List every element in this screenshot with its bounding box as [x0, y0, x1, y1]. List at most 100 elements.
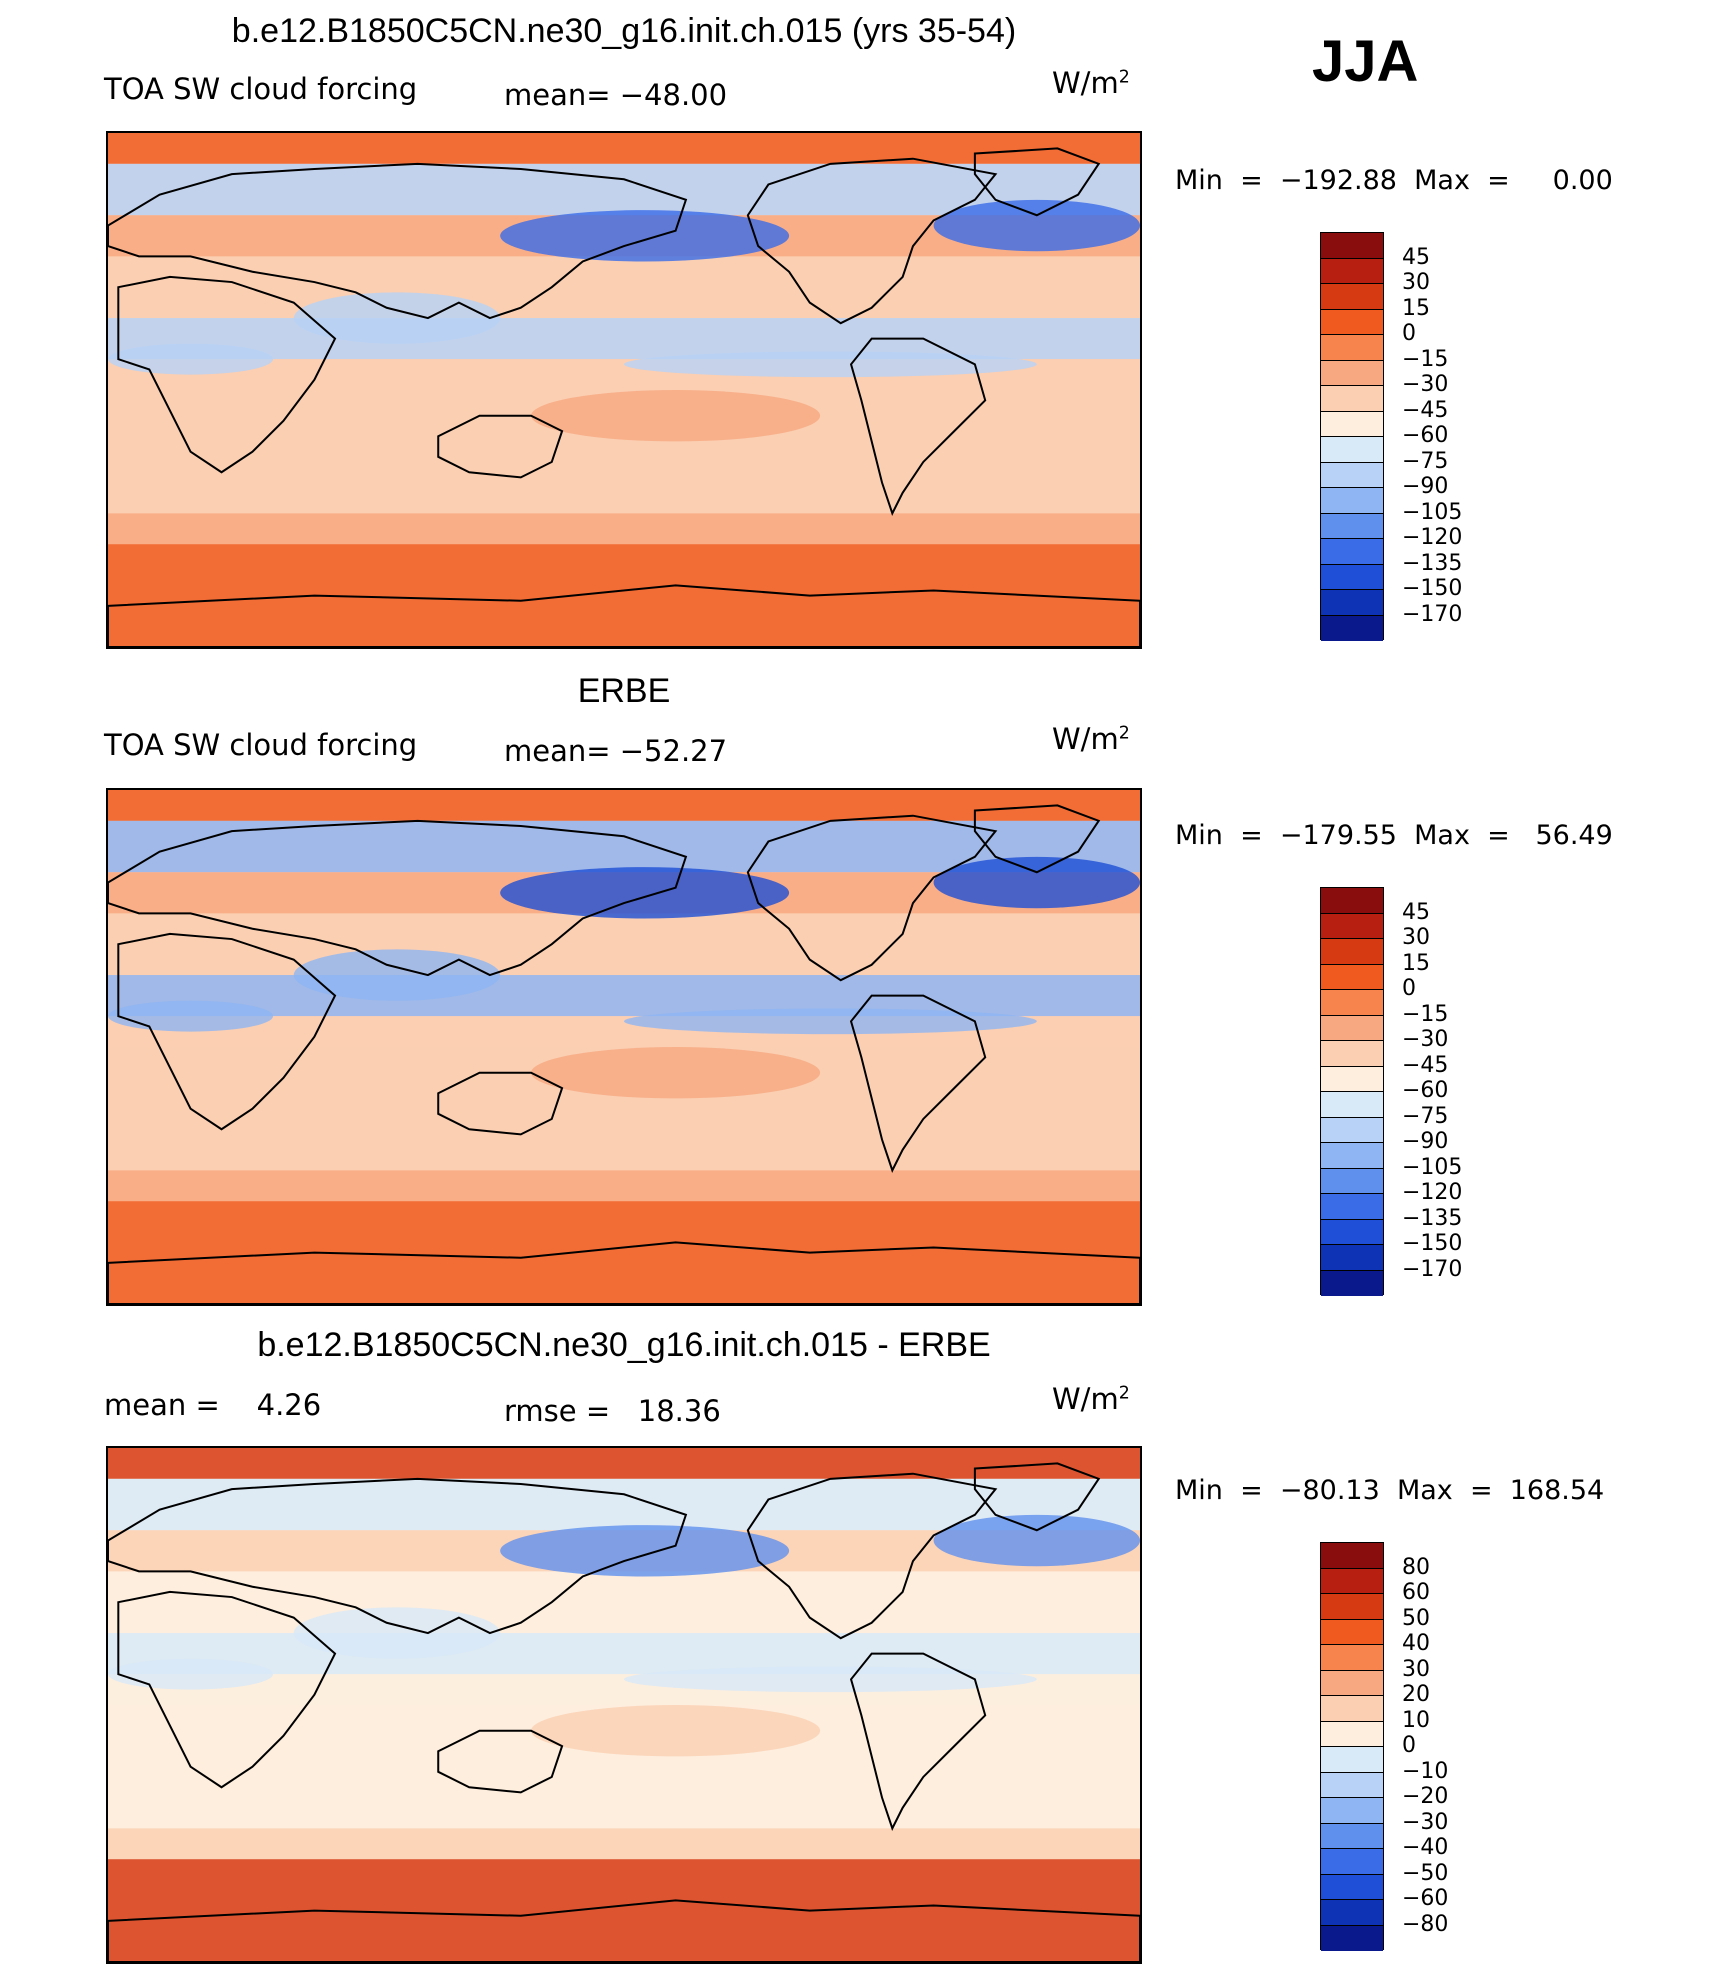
coastline-eurasia [108, 1479, 686, 1633]
colorbar [1320, 232, 1384, 641]
colorbar-swatch [1321, 360, 1383, 386]
colorbar-label: 45 [1402, 244, 1430, 270]
colorbar-label: −120 [1402, 525, 1463, 550]
colorbar-label: −45 [1402, 1052, 1449, 1078]
colorbar-swatch [1321, 1092, 1383, 1118]
colorbar-swatch [1321, 1747, 1383, 1773]
colorbar-swatch [1321, 1168, 1383, 1194]
colorbar-label: −170 [1402, 1256, 1463, 1282]
colorbar-label: −135 [1402, 550, 1463, 576]
coastline-eurasia [108, 821, 686, 975]
colorbar-label: −120 [1402, 1180, 1463, 1205]
colorbar-label: 30 [1402, 1656, 1430, 1682]
colorbar-swatch [1321, 1066, 1383, 1092]
colorbar-swatch [1321, 539, 1383, 565]
panel-center-label: rmse = 18.36 [504, 1394, 721, 1428]
units-superscript: 2 [1118, 67, 1130, 88]
units-text: W/m [1052, 722, 1119, 756]
units-superscript: 2 [1118, 1383, 1130, 1404]
colorbar-label: 15 [1402, 295, 1430, 321]
colorbar-swatch [1321, 1900, 1383, 1926]
contour-map [106, 788, 1142, 1306]
contour-map [106, 1446, 1142, 1964]
colorbar-label: −90 [1402, 1129, 1449, 1154]
map-canvas [108, 133, 1140, 647]
coastline-eurasia [108, 164, 686, 318]
colorbar-swatch [1321, 939, 1383, 965]
panel-title: b.e12.B1850C5CN.ne30_g16.init.ch.015 - E… [257, 1326, 991, 1364]
colorbar-swatch [1321, 513, 1383, 539]
colorbar-label: −30 [1402, 1027, 1449, 1052]
colorbar-label: −90 [1402, 474, 1449, 499]
colorbar-swatch [1321, 615, 1383, 641]
colorbar-label: −30 [1402, 1809, 1449, 1835]
colorbar-swatch [1321, 1645, 1383, 1671]
colorbar-label: 45 [1402, 899, 1430, 925]
colorbar-label: 80 [1402, 1554, 1430, 1580]
colorbar-label: −60 [1402, 1886, 1449, 1911]
panel-title: b.e12.B1850C5CN.ne30_g16.init.ch.015 (yr… [231, 12, 1017, 50]
contour-map [106, 131, 1142, 649]
panel-title: ERBE [577, 672, 671, 710]
coastline-namerica [748, 816, 996, 980]
colorbar-swatch [1321, 888, 1383, 914]
colorbar-label: 20 [1402, 1682, 1430, 1707]
coastline-australia [438, 1731, 562, 1793]
min-value: Min = −179.55 [1175, 820, 1397, 851]
colorbar-label: 30 [1402, 270, 1430, 295]
colorbar-label: −150 [1402, 1231, 1463, 1256]
colorbar-swatch [1321, 462, 1383, 488]
map-canvas [108, 1448, 1140, 1962]
colorbar-label: −60 [1402, 1078, 1449, 1103]
colorbar-swatch [1321, 590, 1383, 616]
panel-left-label: TOA SW cloud forcing [104, 728, 418, 762]
colorbar-label: −75 [1402, 1103, 1449, 1129]
coastline-namerica [748, 1474, 996, 1638]
max-value: Max = 0.00 [1414, 165, 1613, 196]
min-value: Min = −192.88 [1175, 165, 1397, 196]
colorbar [1320, 887, 1384, 1296]
colorbar-swatch [1321, 1594, 1383, 1620]
units-text: W/m [1052, 66, 1119, 100]
colorbar-label: 60 [1402, 1580, 1430, 1605]
colorbar-swatch [1321, 964, 1383, 990]
units-label: W/m2 [1052, 722, 1130, 756]
coastline-africa [118, 934, 335, 1129]
colorbar-swatch [1321, 913, 1383, 939]
colorbar-label: −80 [1402, 1911, 1449, 1937]
panel-center-label: mean= −52.27 [504, 734, 728, 768]
coastline-antarctica [108, 585, 1140, 647]
colorbar-label: −15 [1402, 346, 1449, 372]
coastline-greenland [975, 148, 1099, 215]
colorbar-swatch [1321, 1823, 1383, 1849]
colorbar-label: −20 [1402, 1784, 1449, 1809]
panel-left-label: TOA SW cloud forcing [104, 72, 418, 106]
colorbar-label: 15 [1402, 950, 1430, 976]
colorbar-swatch [1321, 1849, 1383, 1875]
map-canvas [108, 790, 1140, 1304]
colorbar-swatch [1321, 1245, 1383, 1271]
colorbar-label: −135 [1402, 1205, 1463, 1231]
coastline-australia [438, 416, 562, 478]
colorbar-swatch [1321, 335, 1383, 361]
colorbar-swatch [1321, 1721, 1383, 1747]
panel-center-label: mean= −48.00 [504, 78, 728, 112]
colorbar-swatch [1321, 1270, 1383, 1296]
colorbar-label: −150 [1402, 576, 1463, 601]
colorbar-label: −75 [1402, 448, 1449, 474]
colorbar-label: 40 [1402, 1631, 1430, 1656]
coastline-africa [118, 1592, 335, 1787]
max-value: Max = 168.54 [1396, 1475, 1605, 1506]
colorbar-label: 10 [1402, 1707, 1430, 1733]
colorbar-swatch [1321, 1543, 1383, 1569]
colorbar-swatch [1321, 386, 1383, 412]
coastline-greenland [975, 1463, 1099, 1530]
colorbar-swatch [1321, 309, 1383, 335]
coastline-antarctica [108, 1242, 1140, 1304]
max-value: Max = 56.49 [1414, 820, 1613, 851]
coastline-australia [438, 1073, 562, 1135]
min-value: Min = −80.13 [1175, 1475, 1380, 1506]
colorbar-swatch [1321, 1568, 1383, 1594]
colorbar-swatch [1321, 1772, 1383, 1798]
colorbar-label: −50 [1402, 1860, 1449, 1886]
